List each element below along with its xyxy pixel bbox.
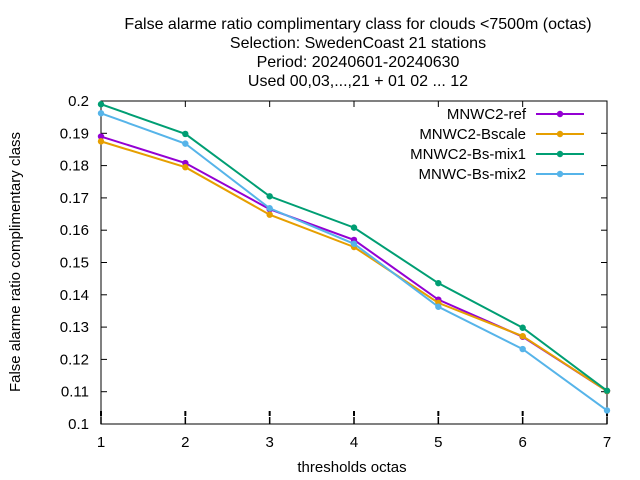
legend-marker: [556, 150, 564, 158]
y-tick-label: 0.19: [60, 125, 89, 142]
y-tick-label: 0.12: [60, 351, 89, 368]
legend-marker: [556, 110, 564, 118]
legend-label: MNWC2-Bscale: [419, 126, 526, 143]
x-tick-label: 7: [603, 434, 611, 451]
data-point: [182, 164, 189, 171]
chart-title: False alarme ratio complimentary class f…: [124, 16, 591, 90]
legend-marker: [556, 130, 564, 138]
x-tick-label: 5: [434, 434, 442, 451]
data-point: [519, 324, 526, 331]
y-tick-label: 0.11: [61, 384, 89, 401]
series-line: [100, 140, 608, 392]
series-line: [100, 135, 608, 392]
y-tick-label: 0.13: [60, 319, 89, 336]
legend-label: MNWC2-Bs-mix1: [410, 146, 526, 163]
data-point: [603, 407, 611, 414]
plot-border: [100, 100, 608, 425]
data-point: [350, 240, 358, 247]
title-line: Selection: SwedenCoast 21 stations: [230, 35, 486, 52]
legend-label: MNWC2-ref: [447, 106, 527, 123]
legend-marker: [556, 170, 564, 178]
y-tick-label: 0.2: [68, 93, 89, 110]
data-point: [266, 205, 273, 212]
data-point: [97, 133, 105, 140]
plot-area: [100, 100, 608, 425]
title-line: Used 00,03,...,21 + 01 02 ... 12: [248, 73, 468, 90]
data-point: [266, 211, 273, 218]
data-point: [97, 138, 105, 145]
y-tick-label: 0.18: [60, 158, 89, 175]
y-tick-label: 0.1: [68, 416, 89, 433]
data-point: [182, 130, 189, 138]
data-point: [266, 193, 273, 200]
data-point: [519, 332, 526, 340]
data-point: [435, 303, 442, 310]
x-tick-label: 3: [265, 434, 273, 451]
title-line: Period: 20240601-20240630: [257, 54, 460, 71]
data-series: [97, 101, 611, 414]
y-axis-label: False alarme ratio complimentary class: [7, 132, 24, 392]
data-point: [97, 101, 105, 108]
title-line: False alarme ratio complimentary class f…: [124, 16, 591, 33]
data-point: [519, 345, 526, 353]
data-point: [182, 140, 189, 147]
axis-ticks: 0.1 0.11 0.12 0.13 0.14 0.15 0.16 0.17 0.18 0.19 0…: [60, 93, 611, 451]
y-tick-label: 0.15: [60, 255, 89, 272]
data-point: [350, 224, 358, 231]
legend: MNWC2-ref MNWC2-Bscale MNWC2-Bs-mix1 MNWC-B…: [410, 106, 584, 183]
data-point: [603, 387, 611, 394]
x-tick-label: 1: [97, 434, 105, 451]
y-tick-label: 0.14: [60, 287, 89, 304]
data-point: [435, 279, 442, 287]
series-line: [100, 112, 608, 412]
legend-label: MNWC-Bs-mix2: [419, 166, 526, 183]
x-tick-label: 4: [350, 434, 358, 451]
data-point: [97, 110, 105, 117]
y-tick-label: 0.17: [60, 190, 89, 207]
x-tick-label: 2: [181, 434, 189, 451]
x-axis-label: thresholds octas: [297, 459, 406, 476]
y-tick-label: 0.16: [60, 222, 89, 239]
x-tick-label: 6: [518, 434, 526, 451]
